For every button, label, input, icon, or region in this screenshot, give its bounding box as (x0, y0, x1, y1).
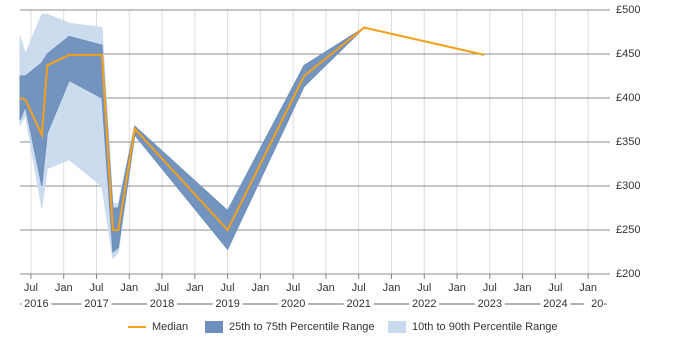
x-tick-label: Jan (383, 282, 401, 294)
year-label-bg (343, 297, 374, 311)
y-tick-label: £350 (616, 136, 640, 148)
legend-swatch (388, 321, 406, 333)
year-label-bg (278, 297, 309, 311)
x-tick-label: Jan (55, 282, 73, 294)
year-label: 2018 (150, 298, 174, 310)
x-tick-label: Jan (186, 282, 204, 294)
year-label-bg (81, 297, 112, 311)
x-tick-label: Jul (286, 282, 300, 294)
x-tick-label: Jan (317, 282, 335, 294)
x-tick-label: Jan (579, 282, 597, 294)
x-tick-label: Jan (448, 282, 466, 294)
year-label: 20- (591, 298, 607, 310)
x-tick-label: Jul (155, 282, 169, 294)
year-label-bg (584, 297, 615, 311)
year-label-bg (212, 297, 243, 311)
x-tick-label: Jul (548, 282, 562, 294)
year-label: 2024 (543, 298, 567, 310)
legend-label: 25th to 75th Percentile Range (229, 321, 375, 333)
year-label-bg (21, 297, 52, 311)
year-label: 2020 (281, 298, 305, 310)
year-label: 2016 (24, 298, 48, 310)
x-tick-label: Jul (352, 282, 366, 294)
y-tick-label: £250 (616, 224, 640, 236)
year-label-bg (147, 297, 178, 311)
year-label: 2023 (478, 298, 502, 310)
year-label-bg (540, 297, 571, 311)
y-tick-label: £450 (616, 48, 640, 60)
x-tick-label: Jul (24, 282, 38, 294)
legend-label: 10th to 90th Percentile Range (412, 321, 558, 333)
x-tick-label: Jan (251, 282, 269, 294)
x-tick-label: Jul (483, 282, 497, 294)
year-label: 2017 (84, 298, 108, 310)
x-tick-label: Jul (89, 282, 103, 294)
year-label: 2022 (412, 298, 436, 310)
x-tick-label: Jan (120, 282, 138, 294)
x-tick-label: Jan (514, 282, 532, 294)
x-tick-label: Jul (417, 282, 431, 294)
year-label: 2021 (346, 298, 370, 310)
y-tick-label: £400 (616, 92, 640, 104)
legend-swatch (205, 321, 223, 333)
year-label-bg (409, 297, 440, 311)
y-tick-label: £300 (616, 180, 640, 192)
y-tick-label: £200 (616, 268, 640, 280)
year-label-bg (474, 297, 505, 311)
y-tick-label: £500 (616, 4, 640, 16)
year-label: 2019 (215, 298, 239, 310)
x-tick-label: Jul (221, 282, 235, 294)
range-area (19, 27, 365, 253)
median-line (19, 26, 485, 232)
legend-label: Median (152, 321, 188, 333)
